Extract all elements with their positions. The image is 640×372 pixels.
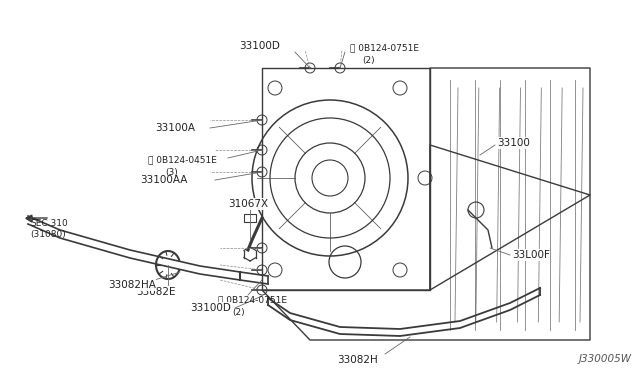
Text: 31067X: 31067X bbox=[228, 199, 268, 209]
Text: Ⓑ 0B124-0751E: Ⓑ 0B124-0751E bbox=[218, 295, 287, 305]
Text: (2): (2) bbox=[232, 308, 244, 317]
Text: (3): (3) bbox=[165, 167, 178, 176]
Text: 33100A: 33100A bbox=[155, 123, 195, 133]
Text: 33100D: 33100D bbox=[239, 41, 280, 51]
Text: Ⓑ 0B124-0751E: Ⓑ 0B124-0751E bbox=[350, 44, 419, 52]
Text: 33082H: 33082H bbox=[338, 355, 378, 365]
Text: 33100D: 33100D bbox=[190, 303, 231, 313]
Text: Ⓑ 0B124-0451E: Ⓑ 0B124-0451E bbox=[148, 155, 217, 164]
Text: 33L00F: 33L00F bbox=[512, 250, 550, 260]
Text: 33100AA: 33100AA bbox=[140, 175, 188, 185]
Text: (2): (2) bbox=[362, 55, 374, 64]
Text: (31080): (31080) bbox=[30, 230, 66, 238]
Text: J330005W: J330005W bbox=[579, 354, 632, 364]
Text: SEC.310: SEC.310 bbox=[30, 219, 68, 228]
Text: 33082HA: 33082HA bbox=[108, 280, 156, 290]
Text: 33082E: 33082E bbox=[136, 287, 176, 297]
Text: 33100: 33100 bbox=[497, 138, 530, 148]
Bar bbox=[244, 214, 256, 222]
